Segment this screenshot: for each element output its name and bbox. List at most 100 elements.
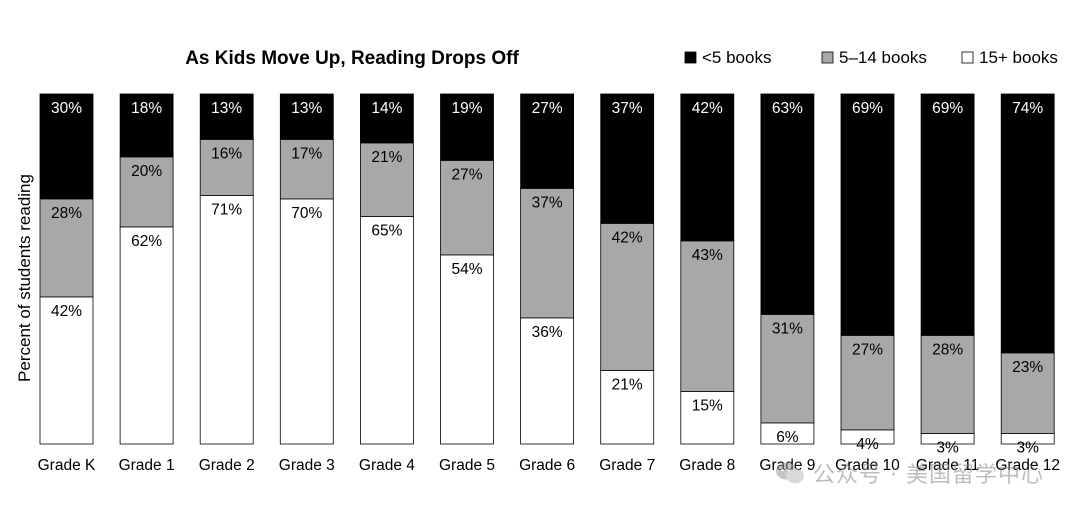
bar-segment (920, 93, 975, 336)
data-label: 3% (1016, 440, 1039, 457)
data-label: 69% (932, 100, 963, 117)
data-label: 16% (211, 146, 242, 163)
category-label: Grade 4 (359, 457, 415, 474)
category-label: Grade 8 (679, 457, 735, 474)
bar-segment (920, 335, 975, 434)
bar-segment (520, 317, 574, 445)
bar-segment (680, 93, 735, 242)
data-label: 27% (451, 167, 482, 184)
data-label: 37% (612, 100, 643, 117)
bar-segment (840, 429, 895, 445)
data-label: 21% (612, 377, 643, 394)
category-label: Grade 11 (916, 457, 979, 474)
data-label: 20% (131, 163, 162, 180)
bar-segment (279, 198, 334, 445)
category-label: Grade 1 (119, 457, 175, 474)
data-label: 28% (932, 342, 963, 359)
y-axis-label: Percent of students reading (15, 174, 34, 382)
bar-segment (600, 93, 655, 224)
category-label: Grade 2 (199, 457, 255, 474)
category-label: Grade 10 (835, 457, 900, 474)
data-label: 17% (291, 146, 322, 163)
bar-segment (199, 195, 254, 445)
bar-segment (440, 93, 494, 161)
legend-swatch (684, 51, 697, 64)
category-label: Grade 5 (439, 457, 495, 474)
bar-segment (1000, 93, 1055, 354)
bar-segment (359, 142, 414, 217)
data-label: 70% (291, 205, 322, 222)
data-label: 42% (612, 230, 643, 247)
category-label: Grade 3 (279, 457, 335, 474)
data-label: 31% (772, 321, 803, 338)
bar-segment (680, 240, 735, 392)
legend-label: 5–14 books (839, 48, 927, 67)
data-label: 14% (371, 100, 402, 117)
bar-segment (199, 93, 254, 140)
data-label: 6% (776, 429, 799, 446)
category-label: Grade 6 (519, 457, 575, 474)
bar-segment (760, 422, 815, 445)
bar-segment (680, 391, 735, 445)
legend-label: 15+ books (979, 48, 1058, 67)
bar-segment (279, 93, 334, 140)
bar-segment (1000, 433, 1055, 445)
category-label: Grade 12 (995, 457, 1060, 474)
data-label: 71% (211, 202, 242, 219)
category-label: Grade 7 (599, 457, 655, 474)
bar-segment (1000, 352, 1055, 434)
bar-segment (520, 93, 574, 189)
data-label: 42% (51, 303, 82, 320)
bar-segment (359, 93, 414, 144)
bar-segment (39, 93, 94, 200)
chat-bubble-icon (776, 462, 805, 484)
bar-segment (760, 93, 815, 315)
bar-segment (359, 216, 414, 445)
data-label: 65% (371, 223, 402, 240)
legend-swatch (821, 51, 834, 64)
data-label: 63% (772, 100, 803, 117)
bar-segment (39, 296, 94, 445)
bar-segment (119, 226, 174, 445)
data-label: 74% (1012, 100, 1043, 117)
data-label: 28% (51, 205, 82, 222)
data-label: 21% (371, 149, 402, 166)
data-label: 3% (936, 440, 959, 457)
watermark-text: 公众号 · 美国留学中心 (813, 463, 1044, 488)
bar-segment (440, 160, 494, 256)
legend: <5 books 5–14 books 15+ books (684, 48, 1058, 67)
data-label: 13% (211, 100, 242, 117)
data-label: 15% (692, 398, 723, 415)
category-label: Grade K (38, 457, 96, 474)
bar-segment (920, 433, 975, 445)
data-label: 69% (852, 100, 883, 117)
bar-segment (840, 93, 895, 336)
bar-segment (840, 335, 895, 431)
data-label: 62% (131, 233, 162, 250)
bar-segment (39, 198, 94, 298)
data-label: 23% (1012, 359, 1043, 376)
legend-label: <5 books (702, 48, 771, 67)
bar-segment (119, 156, 174, 228)
bar-segment (600, 370, 655, 445)
data-label: 54% (451, 261, 482, 278)
bar-segment (600, 223, 655, 371)
data-label: 43% (692, 247, 723, 264)
bar-segment (440, 254, 494, 445)
chart-title: As Kids Move Up, Reading Drops Off (185, 48, 519, 69)
bar-segment (119, 93, 174, 158)
data-label: 19% (451, 100, 482, 117)
data-label: 27% (532, 100, 563, 117)
data-label: 27% (852, 342, 883, 359)
bar-segment (520, 188, 574, 319)
data-label: 42% (692, 100, 723, 117)
category-labels: Grade K Grade 1 Grade 2 Grade 3 Grade 4 Grade… (38, 457, 1060, 474)
watermark: 公众号 · 美国留学中心 (775, 457, 1044, 489)
legend-swatch (961, 51, 974, 64)
bar-segment (760, 314, 815, 424)
data-label: 30% (51, 100, 82, 117)
data-label: 37% (532, 195, 563, 212)
bars-group: 30% 28% 42% 18% 20% 62% 13% 16% 71% 13% 17% 70% 14% 2… (39, 93, 1055, 457)
data-label: 4% (856, 436, 879, 453)
